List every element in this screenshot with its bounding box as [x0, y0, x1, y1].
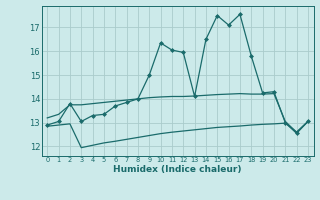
- X-axis label: Humidex (Indice chaleur): Humidex (Indice chaleur): [113, 165, 242, 174]
